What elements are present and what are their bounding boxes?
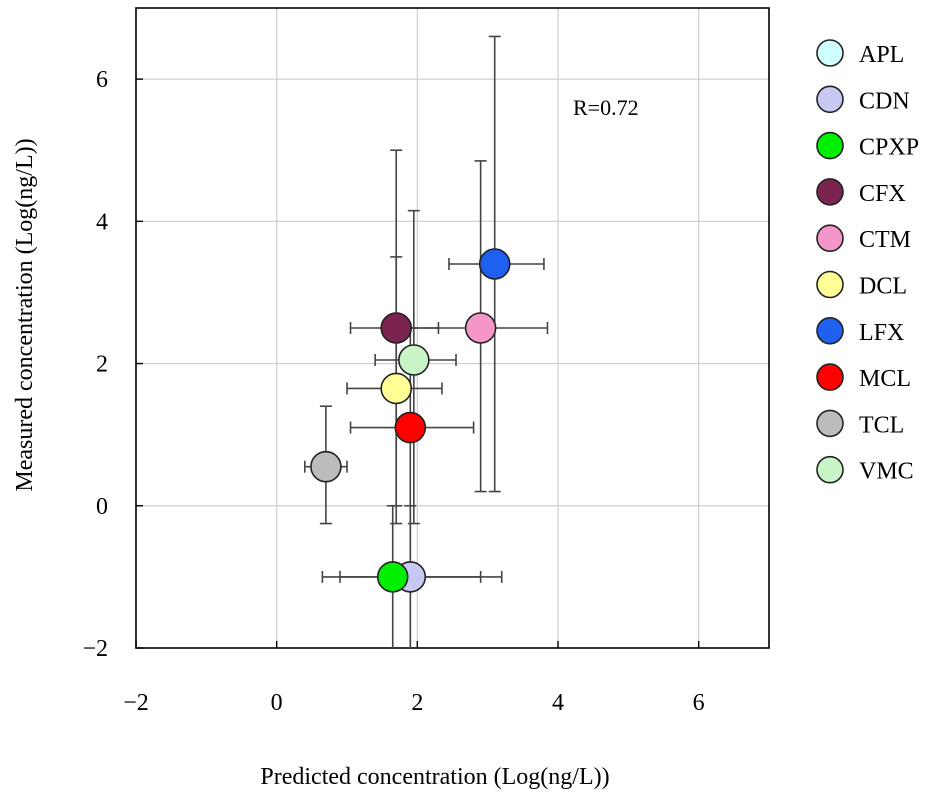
legend-marker-cfx: [816, 178, 844, 206]
legend-label-cpxp: CPXP: [859, 135, 919, 161]
x-tick-label: 0: [271, 690, 283, 716]
x-axis-label: Predicted concentration (Log(ng/L)): [260, 764, 609, 790]
legend-marker-vmc: [816, 455, 844, 484]
legend-label-tcl: TCL: [859, 412, 904, 438]
x-tick-label: 6: [693, 690, 705, 716]
legend-marker-apl: [816, 39, 844, 67]
legend-marker-cdn: [816, 85, 844, 114]
data-point-vmc: [398, 344, 430, 376]
y-tick-label: −2: [82, 636, 108, 662]
y-tick-label: 0: [96, 494, 108, 520]
x-tick-label: 4: [552, 690, 564, 716]
plot-frame: [135, 7, 770, 649]
legend-label-cfx: CFX: [859, 181, 906, 207]
legend-label-mcl: MCL: [859, 366, 911, 392]
legend-marker-dcl: [816, 270, 844, 299]
x-tick-label: 2: [411, 690, 423, 716]
error-bars: [303, 35, 549, 648]
data-point-ctm: [464, 312, 497, 344]
data-point-mcl: [394, 411, 427, 444]
legend-marker-lfx: [816, 316, 844, 345]
data-point-tcl: [310, 450, 342, 483]
legend-marker-tcl: [816, 409, 844, 438]
legend-label-dcl: DCL: [859, 274, 907, 300]
data-point-dcl: [380, 372, 413, 405]
legend-label-apl: APL: [859, 42, 904, 68]
legend-label-lfx: LFX: [859, 320, 904, 346]
y-tick-label: 6: [96, 67, 108, 93]
legend-label-cdn: CDN: [859, 88, 910, 114]
data-point-cpxp: [376, 561, 409, 593]
y-axis-label: Measured concentration (Log(ng/L)): [12, 138, 38, 491]
data-point-lfx: [478, 248, 511, 280]
legend-marker-ctm: [816, 224, 844, 252]
legend: APL CDN CPXP CFX CTM DCL LFX MCL TCL VMC: [816, 39, 919, 485]
data-point-cfx: [380, 312, 413, 344]
r-annotation: R=0.72: [573, 95, 639, 120]
legend-label-ctm: CTM: [859, 227, 911, 253]
y-tick-label: 4: [96, 209, 108, 235]
grid-lines: [136, 8, 769, 648]
legend-marker-mcl: [816, 363, 844, 391]
legend-label-vmc: VMC: [859, 459, 914, 485]
x-tick-label: −2: [123, 690, 149, 716]
y-tick-label: 2: [96, 352, 108, 378]
legend-marker-cpxp: [816, 131, 844, 160]
data-points: [310, 248, 511, 593]
axis-ticks: −2 0 2 4 6 −2 0 2 4 6: [82, 67, 704, 716]
